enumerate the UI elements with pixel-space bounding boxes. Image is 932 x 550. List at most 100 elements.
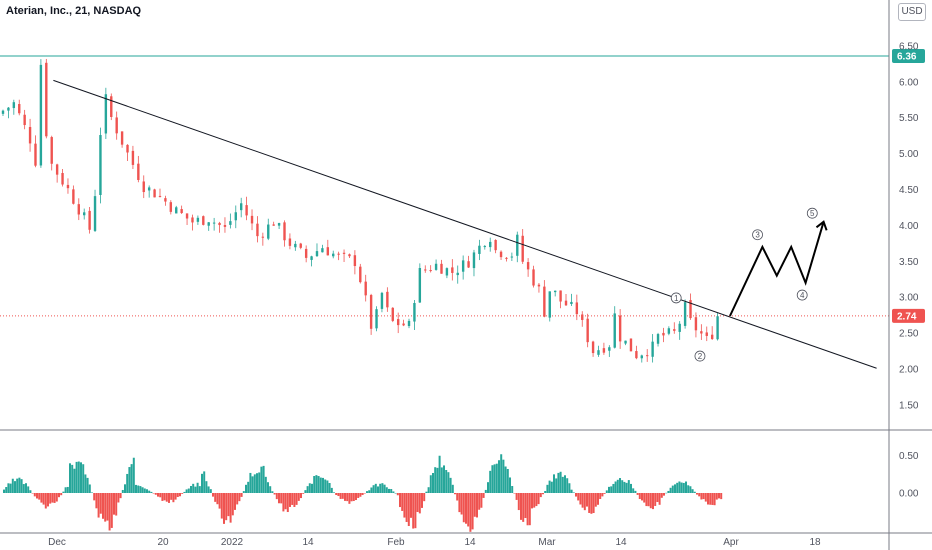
oscillator-bar (181, 493, 184, 494)
oscillator-bar (95, 493, 98, 509)
time-axis[interactable]: Dec 20 2022 14 Feb 14 Mar 14 Apr 18 (48, 537, 821, 548)
oscillator-bar (674, 484, 676, 493)
oscillator-bar (231, 493, 234, 516)
oscillator-bar (165, 493, 168, 502)
price-tick-label: 6.50 (899, 41, 919, 52)
price-tick-label: 4.50 (899, 185, 919, 196)
candle-body (526, 262, 530, 270)
oscillator-bar (491, 465, 494, 493)
oscillator-bar (568, 483, 571, 493)
candle-body (483, 246, 487, 248)
oscillator-bar (711, 493, 714, 505)
candle-body (705, 332, 708, 336)
oscillator-bar (47, 493, 49, 507)
oscillator-bar (564, 475, 566, 493)
candle-body (7, 107, 10, 111)
oscillator-bar (115, 493, 118, 516)
wave-label-1: 1 (674, 294, 679, 303)
wave-circle-4 (796, 289, 808, 301)
oscillator-bar (225, 493, 228, 521)
candle-body (586, 318, 589, 343)
oscillator-bar (97, 493, 100, 518)
wave-label-2: 2 (698, 352, 703, 361)
price-axis[interactable]: 6.50 6.00 5.50 5.00 4.50 4.00 3.50 3.00 2.50 2.00… (899, 41, 919, 411)
oscillator-bar (667, 490, 670, 493)
oscillator-bar (31, 493, 34, 494)
candle-body (83, 212, 86, 216)
candle-body (624, 340, 627, 344)
symbol-title: Aterian, Inc., 21, NASDAQ (6, 5, 142, 17)
candle-body (418, 268, 422, 303)
oscillator-bar (212, 493, 214, 497)
time-tick-label: Feb (387, 537, 405, 548)
candle-body (499, 251, 503, 258)
oscillator-bar (88, 484, 91, 493)
oscillator-bar (465, 493, 467, 524)
oscillator-bar (535, 493, 538, 507)
oscillator-tick-label: 0.00 (899, 489, 919, 500)
oscillator-bar (625, 482, 628, 493)
oscillator-bar (22, 484, 25, 493)
oscillator-bar (566, 478, 569, 493)
resistance-badge (892, 48, 925, 63)
candle-body (310, 256, 313, 260)
wave-circle-3 (752, 229, 763, 241)
oscillator-bar (291, 493, 294, 505)
oscillator-bar (42, 493, 45, 505)
time-tick-label: 20 (157, 537, 169, 548)
oscillator-bar (709, 493, 712, 505)
oscillator-bar (392, 491, 395, 493)
oscillator-bar (467, 493, 470, 527)
oscillator-bar (234, 493, 236, 510)
oscillator-bar (401, 493, 404, 511)
oscillator-bar (218, 493, 221, 509)
oscillator-bar (506, 469, 509, 493)
last-price-badge (892, 308, 925, 323)
oscillator-bar (326, 480, 329, 493)
oscillator-bar (601, 493, 604, 497)
oscillator-bar (311, 483, 313, 493)
candle-body (104, 94, 108, 134)
oscillator-bar (561, 476, 564, 493)
candle-body (467, 261, 470, 268)
candle-body (272, 224, 275, 226)
oscillator-bar (25, 483, 27, 493)
oscillator-bar (337, 493, 340, 497)
candle-body (429, 270, 432, 272)
oscillator-bar (502, 459, 505, 493)
oscillator-bar (575, 493, 577, 497)
oscillator-bar (346, 493, 349, 502)
oscillator-bar (669, 487, 672, 493)
oscillator-bar (110, 493, 113, 528)
oscillator-bar (423, 493, 426, 502)
oscillator-bar (300, 493, 302, 499)
candle-body (337, 253, 340, 255)
oscillator-bar (209, 489, 212, 493)
oscillator-bar (484, 489, 487, 493)
oscillator-bar (302, 493, 305, 494)
oscillator-bar (599, 493, 602, 500)
oscillator-bar (82, 464, 85, 493)
oscillator-bar (333, 492, 335, 493)
candle-body (396, 319, 400, 326)
oscillator-bar (282, 493, 285, 512)
oscillator-bar (383, 484, 386, 493)
currency-button[interactable]: USD (898, 3, 926, 21)
wave-label-5: 5 (810, 209, 815, 218)
oscillator-bar (132, 457, 135, 493)
candle-body (402, 323, 405, 326)
oscillator-bar (665, 492, 668, 494)
oscillator-bar (313, 476, 316, 493)
oscillator-bar (429, 475, 432, 493)
oscillator-bar (267, 482, 269, 493)
oscillator-bar (418, 493, 421, 514)
oscillator-bar (663, 493, 665, 496)
candle-body (570, 301, 573, 305)
candle-body (456, 272, 459, 276)
oscillator-bar (649, 493, 652, 509)
oscillator-bar (581, 493, 584, 508)
oscillator-bar (289, 493, 291, 507)
oscillator-bar (293, 493, 296, 507)
